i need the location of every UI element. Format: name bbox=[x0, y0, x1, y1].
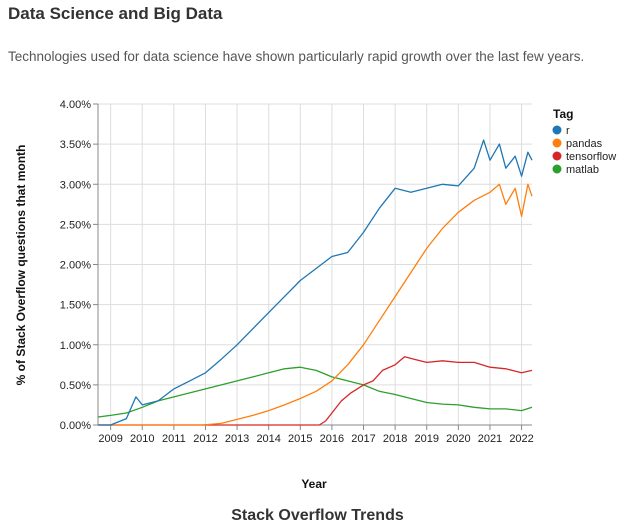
line-chart: 0.00% 0.50% 1.00% 1.50% 2.00% 2.50% 3.00% 3.50%… bbox=[14, 99, 616, 491]
legend-label-r: r bbox=[566, 125, 570, 137]
x-tick-label: 2019 bbox=[414, 433, 438, 445]
x-tick-label: 2021 bbox=[478, 433, 502, 445]
x-tick-label: 2011 bbox=[162, 433, 186, 445]
legend-label-tensorflow: tensorflow bbox=[566, 151, 616, 163]
y-tick-label: 0.00% bbox=[60, 420, 91, 432]
y-tick-label: 2.50% bbox=[60, 219, 91, 231]
chart-caption: Stack Overflow Trends bbox=[231, 507, 404, 524]
x-tick-label: 2017 bbox=[351, 433, 375, 445]
legend-label-matlab: matlab bbox=[566, 164, 599, 176]
x-tick-label: 2018 bbox=[383, 433, 407, 445]
x-tick-label: 2010 bbox=[130, 433, 154, 445]
y-tick-label: 4.00% bbox=[60, 99, 91, 111]
x-tick-label: 2022 bbox=[509, 433, 533, 445]
y-tick-label: 0.50% bbox=[60, 380, 91, 392]
series-line-r bbox=[98, 139, 533, 426]
x-tick-label: 2020 bbox=[446, 433, 470, 445]
series-line-tensorflow bbox=[98, 356, 533, 426]
series-lines bbox=[97, 139, 533, 426]
y-tick-label: 2.00% bbox=[60, 260, 91, 272]
y-axis-title: % of Stack Overflow questions that month bbox=[14, 145, 28, 386]
x-tick-label: 2009 bbox=[98, 433, 122, 445]
series-line-matlab bbox=[97, 366, 533, 418]
y-tick-label: 1.00% bbox=[60, 340, 91, 352]
x-tick-label: 2015 bbox=[288, 433, 312, 445]
x-axis-title: Year bbox=[301, 477, 327, 491]
x-tick-label: 2016 bbox=[320, 433, 344, 445]
series-line-pandas bbox=[98, 183, 533, 426]
legend-swatch-r bbox=[552, 125, 562, 135]
y-tick-label: 3.50% bbox=[60, 139, 91, 151]
x-tick-label: 2012 bbox=[193, 433, 217, 445]
x-tick-label: 2013 bbox=[225, 433, 249, 445]
legend-swatch-pandas bbox=[552, 138, 562, 148]
legend-label-pandas: pandas bbox=[566, 138, 603, 150]
legend-swatch-tensorflow bbox=[552, 151, 562, 161]
legend-swatch-matlab bbox=[552, 164, 562, 174]
x-tick-label: 2014 bbox=[256, 433, 280, 445]
page-subtitle: Technologies used for data science have … bbox=[8, 49, 585, 64]
legend-title: Tag bbox=[553, 107, 573, 121]
page-title: Data Science and Big Data bbox=[8, 4, 223, 23]
axes: 0.00% 0.50% 1.00% 1.50% 2.00% 2.50% 3.00% 3.50%… bbox=[60, 99, 534, 445]
y-tick-label: 1.50% bbox=[60, 300, 91, 312]
grid-lines bbox=[98, 103, 532, 426]
y-tick-label: 3.00% bbox=[60, 179, 91, 191]
